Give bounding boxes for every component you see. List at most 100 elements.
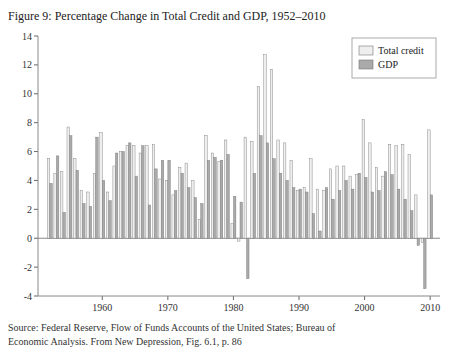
bar — [277, 140, 279, 238]
bar — [155, 169, 157, 238]
bar — [50, 183, 52, 238]
bar — [345, 180, 347, 238]
bar — [148, 205, 150, 238]
x-tick-label: 1990 — [289, 302, 309, 313]
bar — [181, 173, 183, 238]
bar — [375, 167, 377, 238]
x-tick-label: 2010 — [420, 302, 440, 313]
bar — [264, 55, 266, 238]
bar — [251, 141, 253, 238]
bar — [69, 136, 71, 239]
bar — [224, 140, 226, 238]
bar — [165, 180, 167, 238]
bar — [297, 191, 299, 239]
bar — [161, 160, 163, 238]
bar — [139, 153, 141, 238]
bar — [60, 172, 62, 238]
bar — [233, 196, 235, 238]
bar — [270, 69, 272, 238]
y-tick — [34, 122, 38, 123]
bar — [421, 238, 423, 242]
bar — [54, 173, 56, 238]
bar — [188, 188, 190, 239]
bar — [286, 180, 288, 238]
y-tick-label: 0 — [27, 233, 32, 244]
bar — [74, 159, 76, 238]
y-tick-label: -2 — [24, 262, 32, 273]
bar — [292, 188, 294, 239]
bar — [410, 211, 412, 238]
bar — [303, 188, 305, 239]
bar — [312, 214, 314, 239]
bar — [76, 170, 78, 238]
bar — [253, 173, 255, 238]
bar — [382, 176, 384, 238]
x-tick — [364, 296, 365, 300]
x-tick — [233, 296, 234, 300]
bar — [371, 192, 373, 238]
bar — [365, 178, 367, 239]
bar — [93, 173, 95, 238]
bar — [152, 144, 154, 238]
x-tick-label: 2000 — [355, 302, 375, 313]
bar — [404, 199, 406, 238]
source-note: Source: Federal Reserve, Flow of Funds A… — [8, 322, 336, 333]
bar — [356, 175, 358, 239]
y-tick — [34, 64, 38, 65]
bar — [119, 152, 121, 239]
bar — [257, 87, 259, 239]
bar — [135, 176, 137, 238]
y-tick-label: 14 — [22, 31, 32, 42]
bar — [342, 166, 344, 238]
bar — [417, 238, 419, 245]
bar — [397, 189, 399, 238]
x-axis-line — [38, 296, 440, 297]
bar — [83, 204, 85, 239]
bar — [351, 189, 353, 238]
bar — [168, 160, 170, 238]
bar — [424, 238, 426, 289]
y-tick-label: 12 — [22, 59, 32, 70]
bar — [316, 189, 318, 238]
bar — [220, 160, 222, 238]
bars — [47, 55, 432, 289]
bar — [102, 180, 104, 238]
y-tick-label: 2 — [27, 204, 32, 215]
legend-label: GDP — [378, 59, 398, 70]
axes: -4-202468101214196019701980199020002010 — [22, 31, 440, 314]
bar — [126, 146, 128, 238]
bar — [192, 180, 194, 238]
bar — [87, 192, 89, 238]
bar — [185, 163, 187, 238]
bar — [211, 153, 213, 238]
legend: Total creditGDP — [352, 38, 436, 78]
y-tick — [34, 93, 38, 94]
y-tick-label: 4 — [27, 175, 32, 186]
bar — [80, 191, 82, 239]
bar — [178, 167, 180, 238]
y-tick — [34, 180, 38, 181]
y-tick-label: 6 — [27, 146, 32, 157]
bar — [207, 160, 209, 238]
bar — [260, 136, 262, 239]
y-tick — [34, 296, 38, 297]
x-tick-label: 1980 — [223, 302, 243, 313]
y-tick-label: 10 — [22, 88, 32, 99]
bar — [115, 153, 117, 238]
bar — [299, 189, 301, 238]
bar — [109, 201, 111, 239]
bar — [395, 146, 397, 238]
bar — [96, 137, 98, 238]
y-axis-line — [38, 36, 39, 296]
bar — [56, 156, 58, 238]
bar — [401, 144, 403, 238]
bar — [194, 198, 196, 238]
bar — [319, 231, 321, 238]
chart: Figure 9: Percentage Change in Total Cre… — [0, 0, 450, 359]
bar — [106, 192, 108, 238]
bar — [201, 204, 203, 239]
bar — [384, 172, 386, 238]
legend-swatch — [359, 46, 373, 55]
title: Figure 9: Percentage Change in Total Cre… — [8, 9, 326, 23]
bar — [336, 166, 338, 238]
